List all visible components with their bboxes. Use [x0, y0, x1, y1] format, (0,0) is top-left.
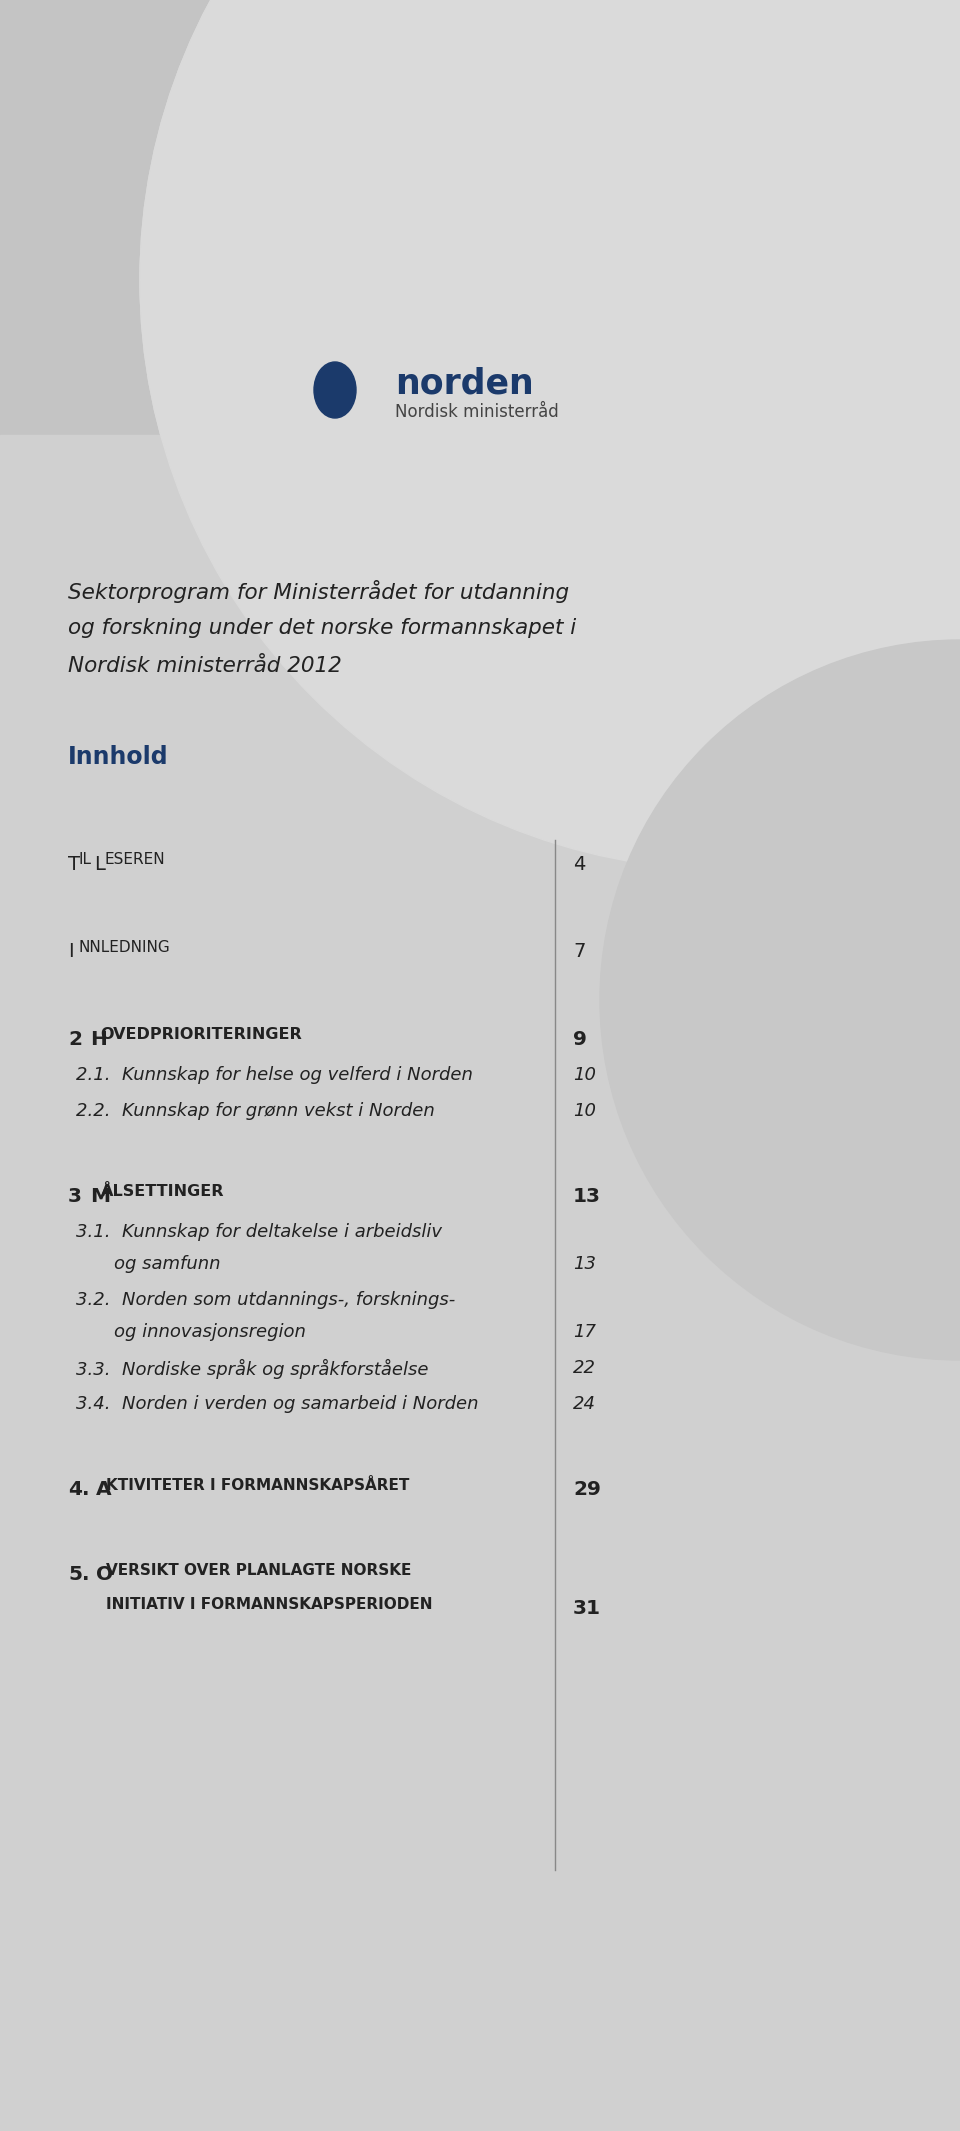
Text: 24: 24	[573, 1396, 596, 1413]
Text: 13: 13	[573, 1255, 596, 1272]
Text: 9: 9	[573, 1029, 587, 1048]
Text: 17: 17	[573, 1323, 596, 1340]
Text: 10: 10	[573, 1066, 596, 1085]
Text: L: L	[94, 855, 105, 874]
Text: 31: 31	[573, 1598, 601, 1617]
Text: O: O	[96, 1564, 113, 1583]
Ellipse shape	[314, 362, 356, 418]
Text: OVEDPRIORITERINGER: OVEDPRIORITERINGER	[101, 1027, 302, 1042]
Text: 4: 4	[573, 855, 586, 874]
Text: KTIVITETER I FORMANNSKAPSÅRET: KTIVITETER I FORMANNSKAPSÅRET	[107, 1477, 410, 1492]
Text: 3: 3	[68, 1187, 82, 1206]
Text: Nordisk ministerråd: Nordisk ministerråd	[395, 403, 559, 422]
Text: 13: 13	[573, 1187, 601, 1206]
Text: T: T	[68, 855, 80, 874]
Text: Nordisk ministerråd 2012: Nordisk ministerråd 2012	[68, 656, 342, 676]
Text: A: A	[96, 1481, 111, 1498]
Text: 22: 22	[573, 1360, 596, 1377]
Text: INITIATIV I FORMANNSKAPSPERIODEN: INITIATIV I FORMANNSKAPSPERIODEN	[107, 1596, 433, 1611]
Text: og samfunn: og samfunn	[114, 1255, 221, 1272]
Text: og forskning under det norske formannskapet i: og forskning under det norske formannska…	[68, 618, 576, 637]
Text: 3.2.  Norden som utdannings-, forsknings-: 3.2. Norden som utdannings-, forsknings-	[76, 1291, 455, 1308]
Text: 2.2.  Kunnskap for grønn vekst i Norden: 2.2. Kunnskap for grønn vekst i Norden	[76, 1102, 435, 1119]
Bar	[0, 435, 960, 2131]
Text: Innhold: Innhold	[68, 746, 169, 769]
Text: VERSIKT OVER PLANLAGTE NORSKE: VERSIKT OVER PLANLAGTE NORSKE	[107, 1562, 412, 1577]
Circle shape	[600, 639, 960, 1360]
Text: 3.3.  Nordiske språk og språkforståelse: 3.3. Nordiske språk og språkforståelse	[76, 1360, 428, 1379]
Text: ESEREN: ESEREN	[104, 852, 165, 867]
Text: 2: 2	[68, 1029, 82, 1048]
Text: 5.: 5.	[68, 1564, 89, 1583]
Text: norden: norden	[395, 367, 534, 401]
Text: 10: 10	[573, 1102, 596, 1119]
Circle shape	[140, 0, 960, 869]
Text: 4.: 4.	[68, 1481, 89, 1498]
Text: H: H	[90, 1029, 107, 1048]
Circle shape	[140, 0, 960, 869]
Text: 3.1.  Kunnskap for deltakelse i arbeidsliv: 3.1. Kunnskap for deltakelse i arbeidsli…	[76, 1223, 442, 1240]
Text: 2.1.  Kunnskap for helse og velferd i Norden: 2.1. Kunnskap for helse og velferd i Nor…	[76, 1066, 473, 1085]
Text: 3.4.  Norden i verden og samarbeid i Norden: 3.4. Norden i verden og samarbeid i Nord…	[76, 1396, 478, 1413]
Text: og innovasjonsregion: og innovasjonsregion	[114, 1323, 306, 1340]
Text: 7: 7	[573, 942, 586, 961]
Text: IL: IL	[78, 852, 91, 867]
Text: M: M	[90, 1187, 110, 1206]
Text: NNLEDNING: NNLEDNING	[78, 940, 170, 955]
Text: I: I	[68, 942, 74, 961]
Text: 29: 29	[573, 1481, 601, 1498]
Text: ÅLSETTINGER: ÅLSETTINGER	[101, 1185, 224, 1200]
Circle shape	[600, 639, 960, 1360]
Text: Sektorprogram for Ministerrådet for utdanning: Sektorprogram for Ministerrådet for utda…	[68, 580, 569, 603]
